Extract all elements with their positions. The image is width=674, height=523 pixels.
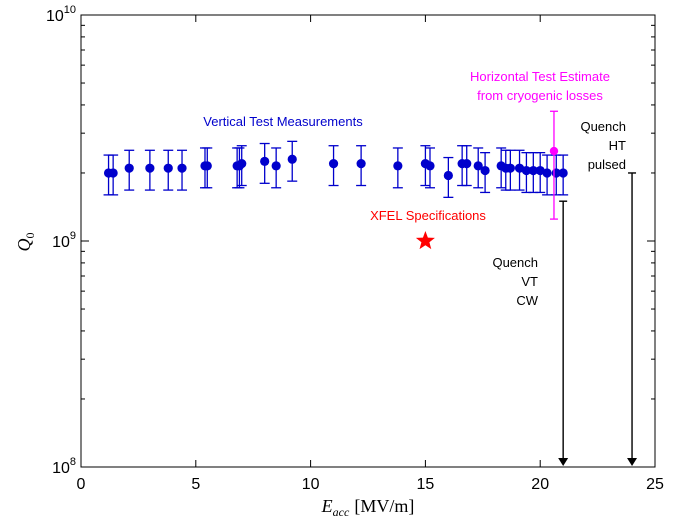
quench-arrowhead bbox=[558, 458, 569, 466]
y-axis-label-sub: 0 bbox=[23, 233, 37, 239]
vt-data-point bbox=[287, 154, 297, 164]
vt-data-point bbox=[443, 170, 453, 181]
vt-data-point bbox=[521, 165, 532, 176]
vt-data-point bbox=[163, 163, 173, 173]
y-tick-label-exponent: 8 bbox=[70, 456, 76, 468]
annotation-horizontal-test-line2: from cryogenic losses bbox=[477, 88, 603, 103]
vt-data-point bbox=[558, 168, 568, 178]
vt-data-point bbox=[145, 163, 155, 173]
annotation-quench-vt-1: Quench bbox=[492, 255, 538, 270]
x-axis-label-main: E bbox=[321, 496, 333, 516]
vt-data-point bbox=[237, 159, 247, 169]
y-tick-label-base: 10 bbox=[52, 460, 70, 477]
annotation-horizontal-test-line1: Horizontal Test Estimate bbox=[470, 69, 610, 84]
x-axis-ticks: 0 5 10 15 20 25 bbox=[77, 15, 664, 493]
vt-data-point bbox=[260, 156, 270, 167]
vt-data-point bbox=[202, 161, 212, 171]
vt-data-point bbox=[480, 165, 490, 176]
annotation-quench-ht-1: Quench bbox=[580, 119, 626, 134]
x-tick-label: 15 bbox=[417, 476, 435, 493]
vt-data-point bbox=[473, 161, 483, 171]
vt-data-point bbox=[462, 159, 472, 169]
x-axis-label: Eacc [MV/m] bbox=[321, 496, 415, 519]
xfel-star-marker bbox=[415, 231, 435, 250]
vt-data-point bbox=[271, 161, 281, 171]
y-tick-label-base: 10 bbox=[52, 234, 70, 251]
vt-data-point bbox=[425, 161, 435, 171]
quench-lines bbox=[558, 172, 638, 466]
quench-arrowhead bbox=[627, 458, 638, 466]
vt-data-point bbox=[177, 163, 187, 173]
x-axis-label-unit: [MV/m] bbox=[354, 496, 414, 516]
vt-data-point bbox=[542, 168, 552, 178]
x-tick-label: 10 bbox=[302, 476, 320, 493]
y-axis-label: Q0 bbox=[14, 233, 37, 252]
y-tick-label-exponent: 9 bbox=[70, 230, 76, 242]
xfel-series bbox=[415, 231, 435, 250]
x-tick-label: 5 bbox=[191, 476, 200, 493]
vt-data-point bbox=[505, 163, 515, 173]
x-axis-label-sub: acc bbox=[333, 505, 350, 519]
y-tick-label: 108 bbox=[52, 456, 76, 477]
y-tick-label: 1010 bbox=[46, 4, 76, 25]
y-tick-label-exponent: 10 bbox=[64, 4, 76, 16]
y-tick-label-base: 10 bbox=[46, 8, 64, 25]
x-tick-label: 20 bbox=[531, 476, 549, 493]
vt-data-point bbox=[108, 168, 118, 178]
y-axis-label-main: Q bbox=[14, 239, 34, 252]
vertical-test-series bbox=[103, 140, 569, 199]
vt-data-point bbox=[328, 159, 339, 169]
ht-data-point bbox=[549, 146, 559, 156]
annotation-vertical-test: Vertical Test Measurements bbox=[203, 114, 363, 129]
vt-data-point bbox=[356, 159, 366, 169]
x-tick-label: 0 bbox=[77, 476, 86, 493]
vt-data-point bbox=[528, 165, 538, 176]
annotation-quench-ht-2: HT bbox=[609, 138, 626, 153]
annotation-quench-vt-2: VT bbox=[521, 274, 538, 289]
horizontal-test-series bbox=[549, 110, 559, 220]
x-tick-label: 25 bbox=[646, 476, 664, 493]
vt-data-point bbox=[393, 161, 403, 171]
annotation-quench-ht-3: pulsed bbox=[588, 157, 626, 172]
vt-data-point bbox=[124, 163, 134, 173]
y-tick-label: 109 bbox=[52, 230, 76, 251]
annotation-xfel: XFEL Specifications bbox=[370, 208, 486, 223]
annotation-quench-vt-3: CW bbox=[516, 293, 538, 308]
